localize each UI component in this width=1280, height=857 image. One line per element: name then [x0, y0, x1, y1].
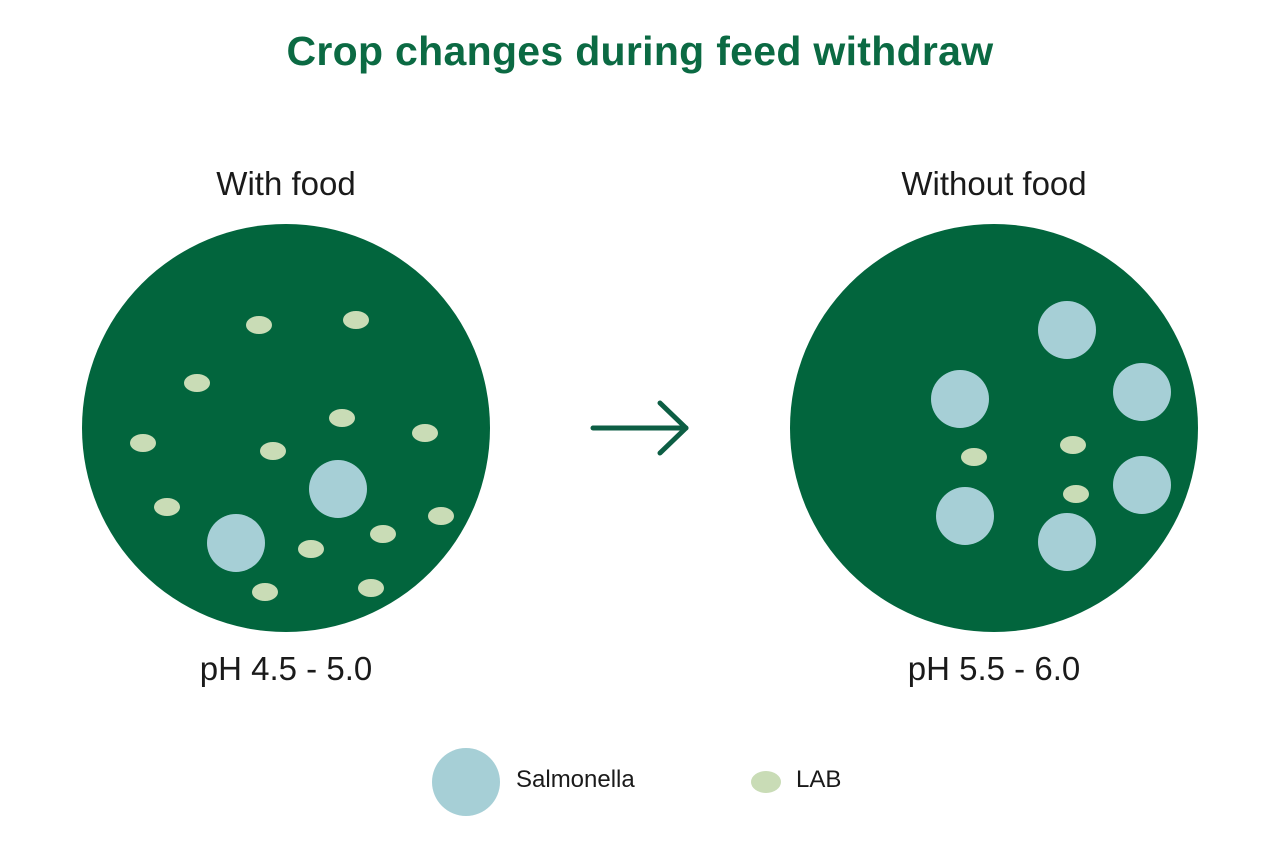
legend-lab-swatch: [751, 771, 781, 793]
crop-circle-without-food: [790, 224, 1198, 632]
salmonella-bacterium: [1113, 363, 1171, 421]
salmonella-bacterium: [1038, 301, 1096, 359]
legend-lab-label: LAB: [796, 766, 842, 793]
lab-bacterium: [1060, 436, 1086, 454]
lab-bacterium: [184, 374, 210, 392]
lab-bacterium: [1063, 485, 1089, 503]
lab-bacterium: [246, 316, 272, 334]
lab-bacterium: [961, 448, 987, 466]
lab-bacterium: [428, 507, 454, 525]
lab-bacterium: [412, 424, 438, 442]
lab-bacterium: [358, 579, 384, 597]
lab-bacterium: [260, 442, 286, 460]
lab-bacterium: [343, 311, 369, 329]
legend-salmonella-swatch: [432, 748, 500, 816]
lab-bacterium: [370, 525, 396, 543]
salmonella-bacterium: [309, 460, 367, 518]
without-food-label: Without food: [901, 165, 1087, 202]
salmonella-bacterium: [1113, 456, 1171, 514]
lab-bacterium: [329, 409, 355, 427]
salmonella-bacterium: [207, 514, 265, 572]
lab-bacterium: [130, 434, 156, 452]
lab-bacterium: [252, 583, 278, 601]
ph-with-food: pH 4.5 - 5.0: [199, 650, 373, 687]
lab-bacterium: [298, 540, 324, 558]
salmonella-bacterium: [931, 370, 989, 428]
salmonella-bacterium: [936, 487, 994, 545]
diagram-title: Crop changes during feed withdraw: [286, 28, 994, 74]
crop-with-food: [82, 224, 490, 632]
with-food-label: With food: [216, 165, 356, 202]
lab-bacterium: [154, 498, 180, 516]
salmonella-bacterium: [1038, 513, 1096, 571]
crop-without-food: [790, 224, 1198, 632]
legend-salmonella-label: Salmonella: [516, 766, 635, 793]
ph-without-food: pH 5.5 - 6.0: [907, 650, 1081, 687]
right-arrow-icon: [590, 400, 689, 456]
